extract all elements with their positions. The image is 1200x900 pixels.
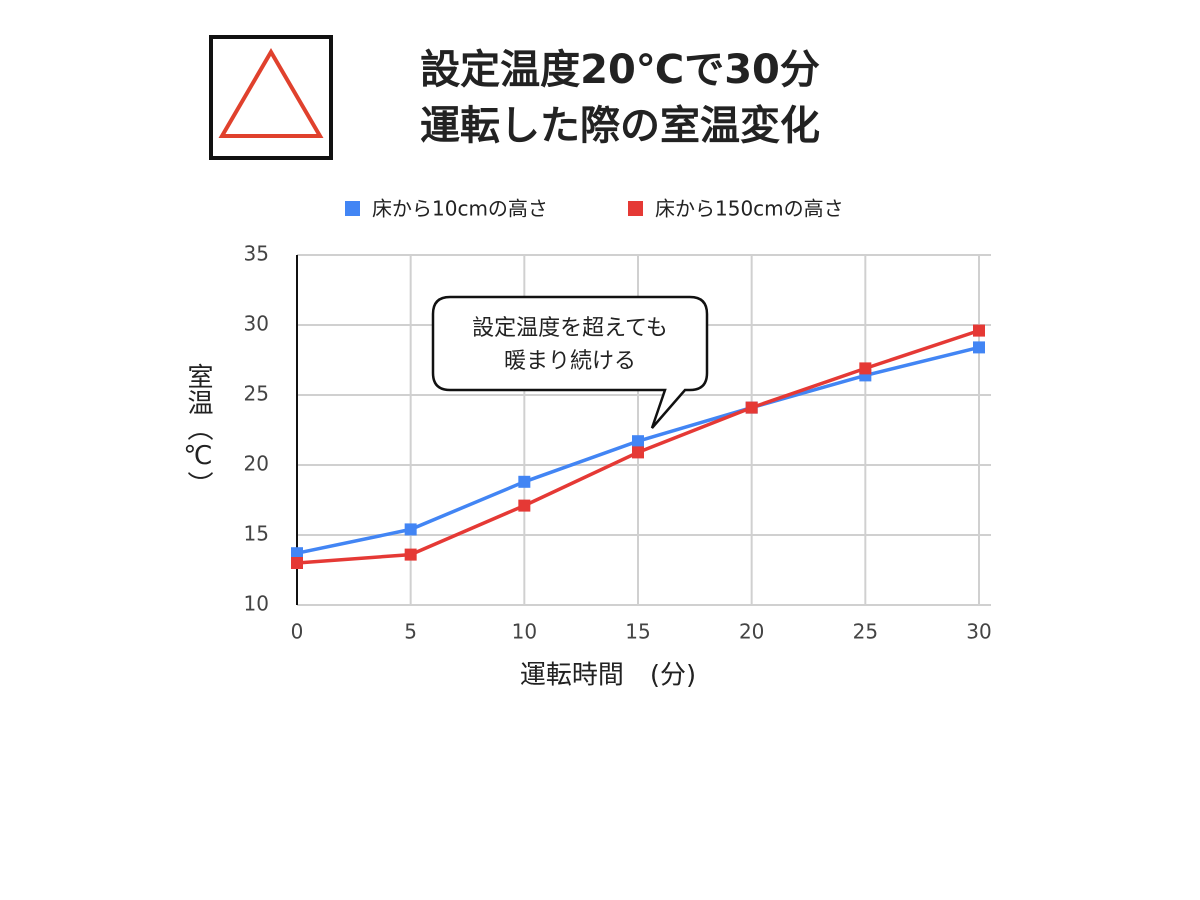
rating-frame [209, 35, 333, 160]
x-axis-label: 運転時間 (分) [520, 661, 696, 691]
x-tick-label: 10 [512, 620, 537, 644]
x-tick-label: 30 [966, 620, 991, 644]
legend-swatch [628, 201, 643, 216]
y-tick-label: 30 [244, 312, 269, 336]
annotation: 設定温度を超えても [472, 316, 668, 341]
y-axis-label: 室温（℃） [183, 363, 213, 497]
chart-title: 設定温度20℃で30分 [420, 47, 820, 93]
x-tick-label: 5 [404, 620, 417, 644]
data-point [404, 523, 417, 536]
x-tick-label: 15 [625, 620, 650, 644]
data-point [518, 499, 531, 512]
plot-area: 10 15 20 25 30 35 0 5 10 15 20 25 30 床から10cmの高さ 床から150… [244, 197, 992, 644]
data-point [632, 446, 644, 459]
x-tick-label: 0 [291, 620, 304, 644]
rating-triangle [218, 48, 324, 138]
y-tick-label: 25 [244, 382, 269, 406]
data-point [745, 401, 758, 414]
annotation: 暖まり続ける [504, 349, 636, 374]
data-point [518, 475, 531, 488]
x-tick-label: 20 [739, 620, 764, 644]
legend-label: 床から150cmの高さ [655, 197, 844, 221]
data-point [632, 435, 644, 448]
callout-bubble [431, 295, 709, 429]
y-tick-label: 15 [244, 522, 269, 546]
legend-label: 床から10cmの高さ [372, 197, 548, 221]
data-point [291, 547, 303, 560]
chart-title: 運転した際の室温変化 [420, 103, 820, 149]
x-tick-label: 25 [853, 620, 878, 644]
data-point [291, 557, 303, 569]
data-point [973, 324, 985, 337]
y-tick-label: 10 [244, 592, 269, 616]
data-point [973, 341, 985, 354]
y-tick-label: 35 [244, 242, 269, 266]
data-point [404, 548, 417, 561]
y-tick-label: 20 [244, 452, 269, 476]
legend-swatch [345, 201, 360, 216]
data-point [859, 362, 872, 375]
